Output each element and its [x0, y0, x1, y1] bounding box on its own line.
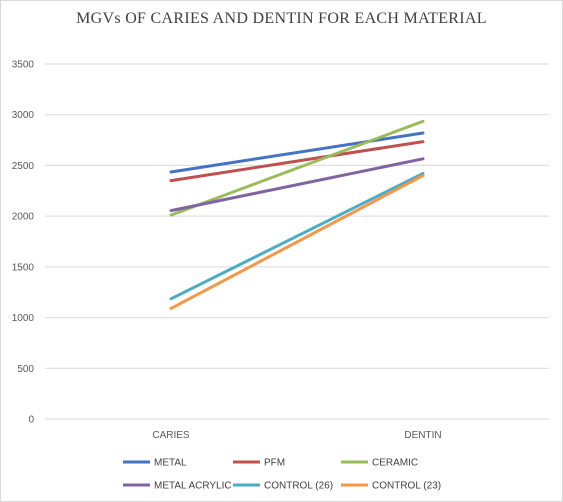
y-tick-label: 2500	[12, 161, 35, 172]
legend-label: PFM	[264, 458, 285, 469]
legend-label: CONTROL (26)	[264, 481, 333, 492]
y-tick-label: 500	[17, 364, 34, 375]
y-tick-label: 2000	[12, 212, 35, 223]
y-tick-label: 0	[28, 415, 34, 426]
legend-label: CONTROL (23)	[372, 481, 441, 492]
y-tick-label: 1000	[12, 313, 35, 324]
legend-label: CERAMIC	[372, 458, 418, 469]
series-line	[169, 140, 425, 183]
series-line	[169, 172, 425, 301]
series-line	[169, 174, 425, 310]
y-tick-label: 3000	[12, 110, 35, 121]
x-tick-label: CARIES	[152, 430, 190, 441]
legend-label: METAL ACRYLIC	[154, 481, 232, 492]
y-tick-label: 1500	[12, 262, 35, 273]
legend-label: METAL	[154, 458, 187, 469]
x-tick-label: DENTIN	[404, 430, 441, 441]
series-line	[169, 131, 425, 174]
series-line	[169, 157, 425, 213]
y-tick-label: 3500	[12, 60, 35, 71]
chart-title: MGVs OF CARIES AND DENTIN FOR EACH MATER…	[76, 10, 487, 27]
series-line	[169, 119, 425, 217]
